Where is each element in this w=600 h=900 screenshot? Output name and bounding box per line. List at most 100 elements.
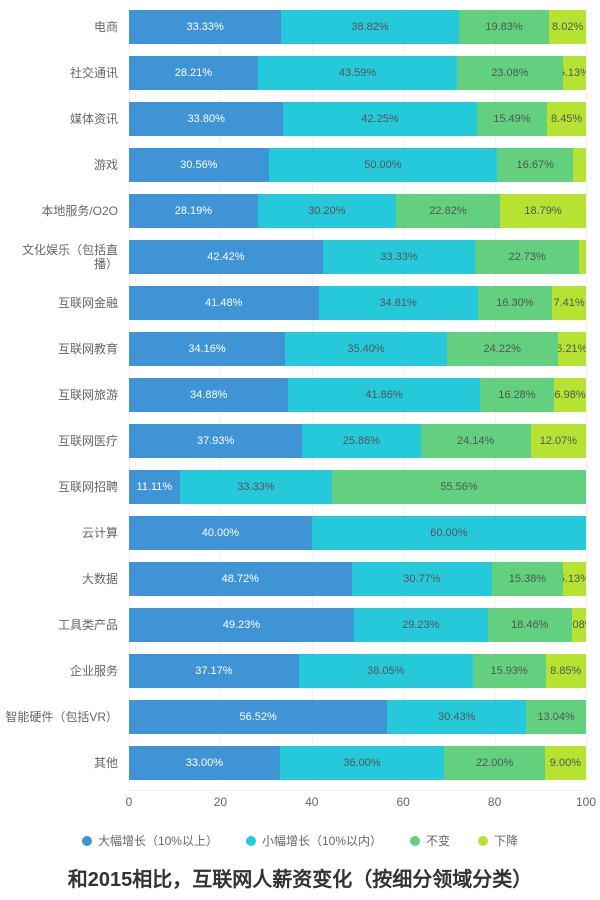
- bar-segment: 8.02%: [549, 10, 586, 44]
- bar-segment: 38.05%: [299, 654, 473, 688]
- bar-row: 本地服务/O2O28.19%30.20%22.82%18.79%: [129, 192, 586, 230]
- stacked-bar: 42.42%33.33%22.73%: [129, 240, 586, 274]
- category-label: 游戏: [4, 158, 124, 172]
- bar-segment: 41.86%: [288, 378, 479, 412]
- category-label: 工具类产品: [4, 618, 124, 632]
- x-tick: 40: [305, 795, 318, 809]
- chart-container: 电商33.33%38.82%19.83%8.02% 社交通讯 28.21%43.59…: [4, 8, 596, 892]
- bar-segment: 12.07%: [531, 424, 586, 458]
- bar-row: 互联网教育34.16%35.40%24.22%6.21%: [129, 330, 586, 368]
- bar-segment: 22.82%: [396, 194, 500, 228]
- bar-rows: 电商33.33%38.82%19.83%8.02%社交通讯28.21%43.59…: [129, 8, 586, 782]
- bar-segment: 18.79%: [500, 194, 586, 228]
- bar-row: 其他33.00%36.00%22.00%9.00%: [129, 744, 586, 782]
- bar-segment: 6.98%: [554, 378, 586, 412]
- bar-segment: 16.67%: [497, 148, 573, 182]
- bar-segment: 33.33%: [129, 10, 281, 44]
- bar-row: 游戏30.56%50.00%16.67%: [129, 146, 586, 184]
- bar-segment: 15.49%: [477, 102, 548, 136]
- bar-segment: 56.52%: [129, 700, 387, 734]
- bar-segment: 16.30%: [478, 286, 552, 320]
- category-label: 互联网旅游: [4, 388, 124, 402]
- legend-item: 下降: [478, 832, 518, 849]
- category-label: 云计算: [4, 526, 124, 540]
- x-tick: 100: [576, 795, 596, 809]
- bar-segment: 15.93%: [473, 654, 546, 688]
- gridline: [586, 8, 587, 782]
- plot-area: 电商33.33%38.82%19.83%8.02% 社交通讯 28.21%43.59…: [4, 8, 596, 782]
- bar-segment: 55.56%: [332, 470, 586, 504]
- legend-swatch: [82, 836, 92, 846]
- bar-row: 电商33.33%38.82%19.83%8.02%: [129, 8, 586, 46]
- stacked-bar: 28.21%43.59%23.08%5.13%: [129, 56, 586, 90]
- category-label: 媒体资讯: [4, 112, 124, 126]
- stacked-bar: 48.72%30.77%15.38%5.13%: [129, 562, 586, 596]
- bar-row: 智能硬件（包括VR）56.52%30.43%13.04%: [129, 698, 586, 736]
- bar-segment: 33.80%: [129, 102, 283, 136]
- bar-segment: 7.41%: [552, 286, 586, 320]
- bar-segment: 15.38%: [492, 562, 562, 596]
- stacked-bar: 37.93%25.86%24.14%12.07%: [129, 424, 586, 458]
- stacked-bar: 37.17%38.05%15.93%8.85%: [129, 654, 586, 688]
- category-label: 本地服务/O2O: [4, 204, 124, 218]
- bar-row: 互联网招聘11.11%33.33%55.56%: [129, 468, 586, 506]
- x-tick: 20: [214, 795, 227, 809]
- x-tick: 0: [126, 795, 133, 809]
- legend-label: 下降: [494, 832, 518, 849]
- bar-row: 互联网金融41.48%34.81%16.30%7.41%: [129, 284, 586, 322]
- bar-segment: 28.21%: [129, 56, 258, 90]
- stacked-bar: 33.80%42.25%15.49%8.45%: [129, 102, 586, 136]
- x-tick: 80: [488, 795, 501, 809]
- bar-segment: 19.83%: [459, 10, 550, 44]
- bar-segment: 34.81%: [319, 286, 478, 320]
- category-label: 企业服务: [4, 664, 124, 678]
- bar-row: 媒体资讯33.80%42.25%15.49%8.45%: [129, 100, 586, 138]
- category-label: 智能硬件（包括VR）: [4, 710, 124, 724]
- bar-segment: 3.08%: [572, 608, 586, 642]
- bar-segment: 22.73%: [475, 240, 579, 274]
- stacked-bar: 34.16%35.40%24.22%6.21%: [129, 332, 586, 366]
- bar-segment: 18.46%: [488, 608, 572, 642]
- legend-item: 小幅增长（10%以内）: [246, 832, 382, 849]
- bar-segment: 25.86%: [302, 424, 420, 458]
- category-label: 互联网金融: [4, 296, 124, 310]
- bar-segment: 9.00%: [545, 746, 586, 780]
- stacked-bar: 33.33%38.82%19.83%8.02%: [129, 10, 586, 44]
- bar-segment: 5.13%: [563, 562, 586, 596]
- legend-label: 小幅增长（10%以内）: [262, 832, 382, 849]
- bar-segment: 38.82%: [281, 10, 458, 44]
- bar-segment: 33.00%: [129, 746, 280, 780]
- x-tick: 60: [397, 795, 410, 809]
- bar-segment: 48.72%: [129, 562, 352, 596]
- stacked-bar: 30.56%50.00%16.67%: [129, 148, 586, 182]
- bar-segment: 16.28%: [480, 378, 554, 412]
- bar-segment: 33.33%: [323, 240, 475, 274]
- bar-segment: 34.16%: [129, 332, 285, 366]
- stacked-bar: 41.48%34.81%16.30%7.41%: [129, 286, 586, 320]
- stacked-bar: 56.52%30.43%13.04%: [129, 700, 586, 734]
- legend-label: 不变: [426, 832, 450, 849]
- bar-row: 文化娱乐（包括直播）42.42%33.33%22.73%: [129, 238, 586, 276]
- bar-segment: 60.00%: [312, 516, 586, 550]
- x-axis: 020406080100: [129, 790, 586, 814]
- bar-segment: 24.22%: [447, 332, 558, 366]
- bar-segment: 11.11%: [129, 470, 180, 504]
- bar-segment: 30.43%: [387, 700, 526, 734]
- bar-segment: 35.40%: [285, 332, 447, 366]
- bar-segment: 30.77%: [352, 562, 493, 596]
- stacked-bar: 33.00%36.00%22.00%9.00%: [129, 746, 586, 780]
- bar-segment: 29.23%: [354, 608, 488, 642]
- bar-segment: 8.45%: [547, 102, 586, 136]
- bar-segment: 37.17%: [129, 654, 299, 688]
- category-label: 社交通讯: [4, 66, 124, 80]
- legend-label: 大幅增长（10%以上）: [98, 832, 218, 849]
- legend-item: 大幅增长（10%以上）: [82, 832, 218, 849]
- bar-segment: 37.93%: [129, 424, 302, 458]
- bar-segment: 43.59%: [258, 56, 457, 90]
- stacked-bar: 28.19%30.20%22.82%18.79%: [129, 194, 586, 228]
- legend-swatch: [246, 836, 256, 846]
- bar-row: 互联网旅游34.88%41.86%16.28%6.98%: [129, 376, 586, 414]
- stacked-bar: 34.88%41.86%16.28%6.98%: [129, 378, 586, 412]
- category-label: 文化娱乐（包括直播）: [4, 243, 124, 272]
- stacked-bar: 49.23%29.23%18.46%3.08%: [129, 608, 586, 642]
